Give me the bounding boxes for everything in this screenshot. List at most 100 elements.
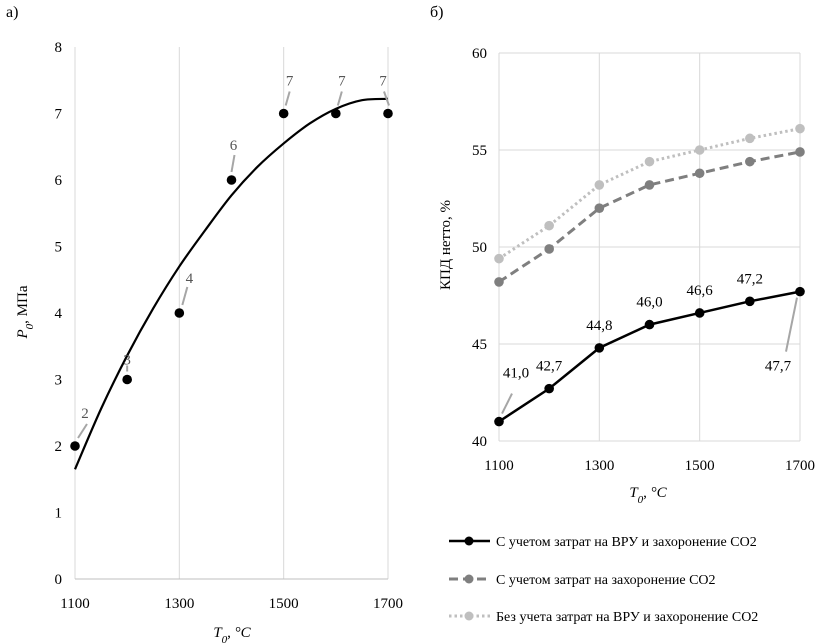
chart-b-point <box>795 286 805 297</box>
chart-b-point <box>694 145 705 155</box>
chart-b-point <box>644 319 655 330</box>
chart-a-point-label: 7 <box>379 74 387 90</box>
chart-a-point-label: 7 <box>338 74 346 90</box>
legend-label: С учетом затрат на захоронение СО2 <box>496 573 716 588</box>
chart-a-x-axis-title: T0, °C <box>213 625 251 644</box>
chart-b-point <box>644 156 655 167</box>
legend-swatch-marker <box>464 536 474 546</box>
chart-a-x-tick-label: 1500 <box>269 596 299 612</box>
chart-a-point-label: 3 <box>123 353 131 369</box>
chart-b-point <box>745 156 755 167</box>
chart-b-point <box>694 168 705 179</box>
chart-b-x-axis-sub: 0 <box>638 494 644 506</box>
chart-a-y-axis-unit: , МПа <box>15 285 31 324</box>
chart-b-x-tick-label: 1500 <box>685 458 715 474</box>
chart-b-point <box>594 180 605 190</box>
chart-b-point <box>544 244 554 254</box>
chart-a-y-tick-label: 0 <box>55 572 63 588</box>
chart-a-panel-label: а) <box>6 4 18 21</box>
chart-b-point <box>795 147 805 157</box>
chart-b-x-axis-unit: , °C <box>643 485 667 501</box>
legend-label: Без учета затрат на ВРУ и захоронение СО… <box>496 610 758 625</box>
chart-b-data-label: 41,0 <box>503 366 529 382</box>
chart-b-x-axis-title: T0, °C <box>629 485 667 506</box>
chart-a-y-tick-labels: 0 1 2 3 4 5 6 7 8 <box>55 40 63 588</box>
chart-a-y-tick-label: 1 <box>55 506 63 522</box>
chart-b-point <box>494 277 504 287</box>
chart-a-x-axis-sub: 0 <box>222 634 228 644</box>
chart-b-series-line <box>498 290 801 423</box>
chart-a-x-axis-var: T <box>213 625 223 641</box>
chart-b-series-line <box>498 150 801 284</box>
chart-b-data-label: 47,7 <box>765 359 792 375</box>
chart-a-y-tick-label: 7 <box>55 107 63 123</box>
chart-b-legend: С учетом затрат на ВРУ и захоронение СО2… <box>449 535 758 625</box>
chart-b-point <box>544 220 554 231</box>
legend-label: С учетом затрат на ВРУ и захоронение СО2 <box>496 535 757 550</box>
chart-a-leader-line <box>383 91 390 106</box>
chart-a-leader-line <box>230 154 236 173</box>
chart-a-gridlines <box>74 47 389 579</box>
chart-a-point <box>226 175 237 185</box>
chart-b-point <box>745 133 755 144</box>
chart-b-point <box>694 308 705 318</box>
chart-a-y-tick-label: 8 <box>55 40 63 56</box>
chart-b-leader-line <box>785 297 798 352</box>
chart-b-point <box>795 123 805 134</box>
chart-b-point <box>594 343 605 353</box>
chart-a-point <box>278 108 289 119</box>
chart-a-leader-line <box>336 91 343 106</box>
chart-a-y-tick-label: 4 <box>55 306 63 322</box>
chart-b-point <box>594 203 605 213</box>
chart-b-y-tick-label: 50 <box>472 240 487 256</box>
chart-a-x-tick-label: 1300 <box>164 596 194 612</box>
legend-item: С учетом затрат на ВРУ и захоронение СО2 <box>449 535 757 550</box>
chart-b-point <box>494 253 504 264</box>
chart-b-y-tick-label: 60 <box>472 46 487 62</box>
chart-a-point-label: 6 <box>230 138 238 154</box>
chart-b-y-tick-labels: 40 45 50 55 60 <box>472 46 487 450</box>
chart-a-data-points: 2 3 4 6 7 7 7 <box>70 74 393 451</box>
chart-a-x-tick-labels: 1100 1300 1500 1700 <box>60 596 403 612</box>
chart-a-y-tick-label: 2 <box>55 439 63 455</box>
chart-a-point <box>331 108 341 119</box>
chart-b-data-label: 47,2 <box>737 271 763 287</box>
chart-b-point <box>544 383 554 394</box>
chart-b-data-label: 46,0 <box>636 295 662 311</box>
chart-b-x-axis-var: T <box>629 485 639 501</box>
chart-a-x-axis-unit: , °C <box>227 625 251 641</box>
chart-a-y-tick-label: 3 <box>55 373 63 389</box>
chart-a-point-label: 2 <box>81 406 89 422</box>
chart-b-x-tick-labels: 1100 1300 1500 1700 <box>484 458 815 474</box>
chart-a-y-tick-label: 6 <box>55 173 63 189</box>
chart-b-y-tick-label: 55 <box>472 143 487 159</box>
chart-b-gridlines <box>498 52 801 442</box>
chart-a-leader-line <box>284 91 291 106</box>
chart-b-data-label: 42,7 <box>536 359 563 375</box>
chart-b-leader-line <box>501 393 513 415</box>
chart-b-series-group <box>494 123 805 427</box>
chart-b-panel-label: б) <box>430 4 443 21</box>
chart-a-point <box>174 308 185 318</box>
chart-a-point <box>70 441 80 451</box>
chart-a-leader-line <box>181 286 189 306</box>
chart-a-point <box>383 108 393 119</box>
chart-b-x-tick-label: 1100 <box>484 458 513 474</box>
chart-b-series-line <box>498 127 801 260</box>
chart-b-point <box>745 296 755 307</box>
legend-item: С учетом затрат на захоронение СО2 <box>449 573 716 588</box>
chart-b-data-label: 46,6 <box>687 283 714 299</box>
chart-b-y-tick-label: 40 <box>472 434 487 450</box>
chart-a-point-label: 4 <box>186 271 194 287</box>
chart-b-point <box>644 180 655 190</box>
chart-a-y-axis-var: P <box>15 329 31 339</box>
chart-a-trendline <box>73 97 389 470</box>
chart-a-y-tick-label: 5 <box>55 240 63 256</box>
chart-b-y-tick-label: 45 <box>472 337 487 353</box>
legend-swatch-marker <box>464 611 474 621</box>
chart-a-point-label: 7 <box>286 74 294 90</box>
chart-b-x-tick-label: 1700 <box>785 458 815 474</box>
chart-b-y-axis-title: КПД нетто, % <box>438 200 454 290</box>
